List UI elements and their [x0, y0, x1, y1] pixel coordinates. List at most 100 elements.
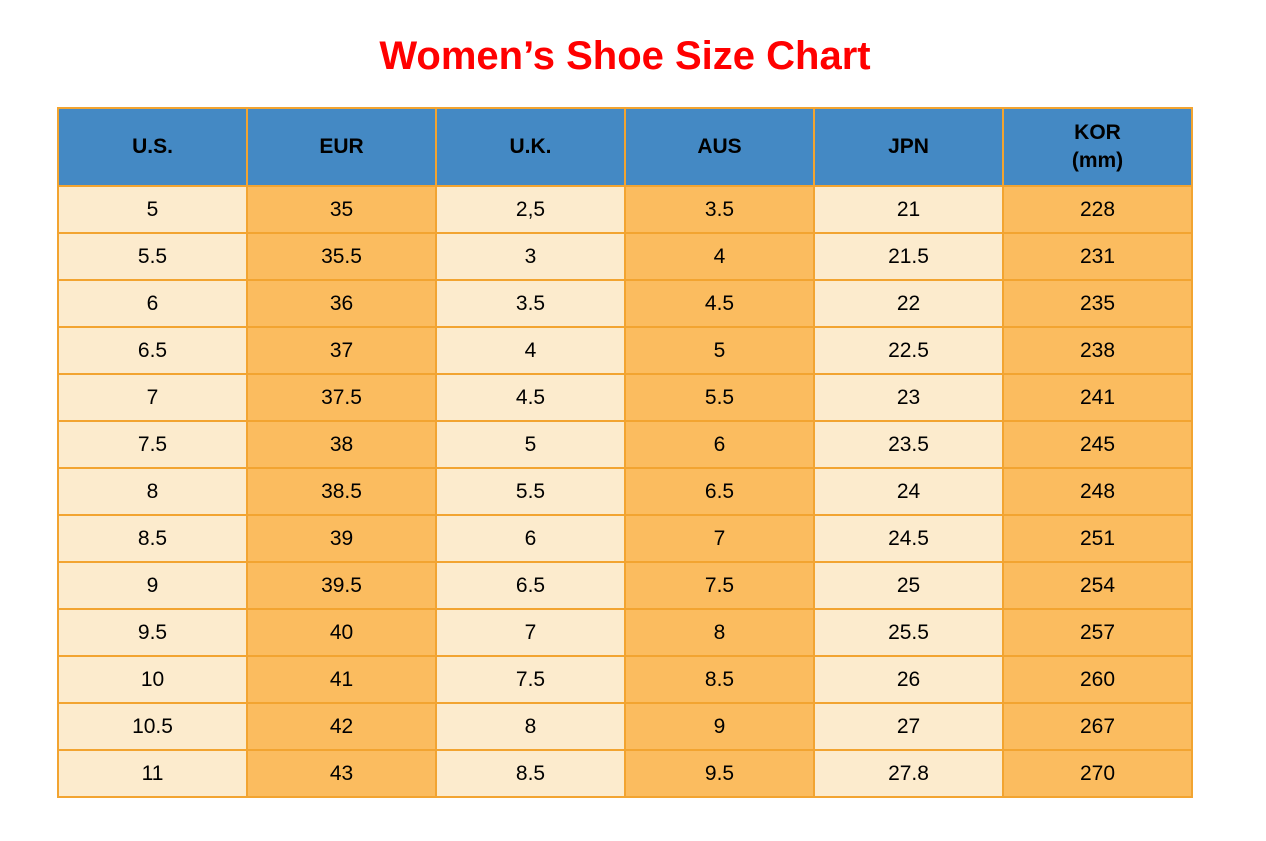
- table-row: 5 35 2,5 3.5 21 228: [57, 185, 1193, 235]
- table-cell-eur: 39.5: [246, 561, 437, 611]
- table-cell-uk: 4.5: [435, 373, 626, 423]
- table-cell-uk: 3: [435, 232, 626, 282]
- table-cell-jpn: 21.5: [813, 232, 1004, 282]
- column-header-eur: EUR: [246, 107, 437, 188]
- table-cell-aus: 5: [624, 326, 815, 376]
- table-cell-jpn: 21: [813, 185, 1004, 235]
- table-cell-kor-mm: 235: [1002, 279, 1193, 329]
- page-title: Women’s Shoe Size Chart: [379, 34, 871, 78]
- table-cell-eur: 40: [246, 608, 437, 658]
- table-cell-kor-mm: 270: [1002, 749, 1193, 799]
- page-content: Women’s Shoe Size Chart U.S. EUR U.K. AUS JP…: [57, 0, 1193, 799]
- table-cell-kor-mm: 241: [1002, 373, 1193, 423]
- table-cell-uk: 7: [435, 608, 626, 658]
- column-header-us: U.S.: [57, 107, 248, 188]
- table-body: 5 35 2,5 3.5 21 228 5.5 35.5 3 4 21.5 231 6 36 3.5 4.5 2…: [57, 185, 1193, 799]
- table-row: 8 38.5 5.5 6.5 24 248: [57, 467, 1193, 517]
- table-cell-eur: 39: [246, 514, 437, 564]
- table-cell-kor-mm: 260: [1002, 655, 1193, 705]
- table-row: 7.5 38 5 6 23.5 245: [57, 420, 1193, 470]
- header-row: U.S. EUR U.K. AUS JPN KOR (mm): [57, 107, 1193, 188]
- table-cell-us: 11: [57, 749, 248, 799]
- table-cell-jpn: 24.5: [813, 514, 1004, 564]
- table-cell-eur: 37: [246, 326, 437, 376]
- table-cell-kor-mm: 257: [1002, 608, 1193, 658]
- table-cell-aus: 6: [624, 420, 815, 470]
- table-cell-jpn: 22.5: [813, 326, 1004, 376]
- table-cell-jpn: 24: [813, 467, 1004, 517]
- table-cell-eur: 38.5: [246, 467, 437, 517]
- table-cell-uk: 5: [435, 420, 626, 470]
- table-cell-us: 9: [57, 561, 248, 611]
- table-cell-us: 10: [57, 655, 248, 705]
- table-cell-eur: 43: [246, 749, 437, 799]
- table-cell-jpn: 23: [813, 373, 1004, 423]
- column-header-aus: AUS: [624, 107, 815, 188]
- table-cell-kor-mm: 267: [1002, 702, 1193, 752]
- table-cell-eur: 36: [246, 279, 437, 329]
- table-row: 11 43 8.5 9.5 27.8 270: [57, 749, 1193, 799]
- column-header-kor-mm: KOR (mm): [1002, 107, 1193, 188]
- table-cell-aus: 3.5: [624, 185, 815, 235]
- table-cell-kor-mm: 238: [1002, 326, 1193, 376]
- table-cell-aus: 7: [624, 514, 815, 564]
- table-cell-jpn: 27.8: [813, 749, 1004, 799]
- table-cell-eur: 37.5: [246, 373, 437, 423]
- table-row: 6 36 3.5 4.5 22 235: [57, 279, 1193, 329]
- table-cell-kor-mm: 231: [1002, 232, 1193, 282]
- table-cell-us: 5: [57, 185, 248, 235]
- table-row: 5.5 35.5 3 4 21.5 231: [57, 232, 1193, 282]
- table-cell-aus: 6.5: [624, 467, 815, 517]
- table-cell-jpn: 23.5: [813, 420, 1004, 470]
- table-cell-uk: 4: [435, 326, 626, 376]
- table-cell-eur: 35.5: [246, 232, 437, 282]
- table-cell-eur: 35: [246, 185, 437, 235]
- table-cell-us: 7.5: [57, 420, 248, 470]
- table-cell-uk: 3.5: [435, 279, 626, 329]
- table-cell-aus: 5.5: [624, 373, 815, 423]
- table-row: 7 37.5 4.5 5.5 23 241: [57, 373, 1193, 423]
- table-cell-aus: 9: [624, 702, 815, 752]
- table-cell-jpn: 25.5: [813, 608, 1004, 658]
- table-cell-us: 9.5: [57, 608, 248, 658]
- table-cell-aus: 8: [624, 608, 815, 658]
- table-cell-aus: 7.5: [624, 561, 815, 611]
- table-row: 9.5 40 7 8 25.5 257: [57, 608, 1193, 658]
- table-cell-uk: 5.5: [435, 467, 626, 517]
- table-cell-eur: 38: [246, 420, 437, 470]
- table-cell-us: 5.5: [57, 232, 248, 282]
- table-cell-us: 6.5: [57, 326, 248, 376]
- shoe-size-table: U.S. EUR U.K. AUS JPN KOR (mm) 5 35 2,5 3.5 21 228…: [57, 107, 1193, 799]
- table-cell-uk: 8.5: [435, 749, 626, 799]
- table-cell-uk: 8: [435, 702, 626, 752]
- table-cell-us: 6: [57, 279, 248, 329]
- column-header-jpn: JPN: [813, 107, 1004, 188]
- table-row: 6.5 37 4 5 22.5 238: [57, 326, 1193, 376]
- table-cell-us: 7: [57, 373, 248, 423]
- table-cell-uk: 7.5: [435, 655, 626, 705]
- table-cell-jpn: 22: [813, 279, 1004, 329]
- table-row: 8.5 39 6 7 24.5 251: [57, 514, 1193, 564]
- table-row: 9 39.5 6.5 7.5 25 254: [57, 561, 1193, 611]
- table-cell-aus: 4.5: [624, 279, 815, 329]
- table-cell-aus: 9.5: [624, 749, 815, 799]
- table-header: U.S. EUR U.K. AUS JPN KOR (mm): [57, 107, 1193, 188]
- table-cell-jpn: 26: [813, 655, 1004, 705]
- table-cell-kor-mm: 245: [1002, 420, 1193, 470]
- table-cell-uk: 6.5: [435, 561, 626, 611]
- table-cell-kor-mm: 228: [1002, 185, 1193, 235]
- table-cell-eur: 42: [246, 702, 437, 752]
- table-cell-us: 8: [57, 467, 248, 517]
- table-cell-us: 10.5: [57, 702, 248, 752]
- column-header-uk: U.K.: [435, 107, 626, 188]
- table-cell-aus: 8.5: [624, 655, 815, 705]
- table-cell-uk: 6: [435, 514, 626, 564]
- table-cell-jpn: 25: [813, 561, 1004, 611]
- table-cell-jpn: 27: [813, 702, 1004, 752]
- table-cell-kor-mm: 251: [1002, 514, 1193, 564]
- table-cell-kor-mm: 248: [1002, 467, 1193, 517]
- table-cell-eur: 41: [246, 655, 437, 705]
- table-row: 10 41 7.5 8.5 26 260: [57, 655, 1193, 705]
- table-cell-kor-mm: 254: [1002, 561, 1193, 611]
- table-cell-us: 8.5: [57, 514, 248, 564]
